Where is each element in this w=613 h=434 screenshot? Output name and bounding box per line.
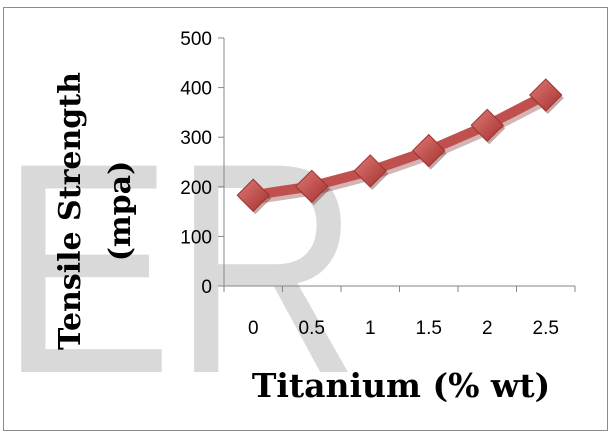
y-axis-title: Tensile Strength (mpa) [53,72,138,350]
x-tick-label: 1 [365,318,376,339]
data-marker [353,154,387,188]
x-tick-label: 2 [482,318,493,339]
y-axis-title-line-2: (mpa) [103,161,138,262]
data-marker [470,108,504,143]
y-tick-label: 500 [180,29,212,50]
x-tick-label: 0.5 [299,318,325,339]
x-tick-label: 2.5 [533,318,559,339]
x-tick-label: 0 [248,318,259,339]
data-marker [529,78,563,112]
data-marker [236,178,270,212]
y-axis-title-line-1: Tensile Strength [53,72,88,350]
y-tick-label: 0 [201,277,212,298]
x-axis-title: Titanium (% wt) [252,366,550,405]
y-tick-label: 100 [180,227,212,248]
data-marker [295,169,329,204]
y-axis: 0 100 200 300 400 500 [180,29,225,298]
x-axis: 0 0.5 1 1.5 2 2.5 [223,285,576,339]
y-tick-label: 200 [180,178,212,199]
chart-frame [3,7,608,431]
y-tick-label: 300 [180,128,212,149]
series-line [248,90,551,201]
x-tick-label: 1.5 [416,318,442,339]
data-marker [412,133,446,168]
series-layer [236,78,564,215]
y-tick-label: 400 [180,79,212,100]
